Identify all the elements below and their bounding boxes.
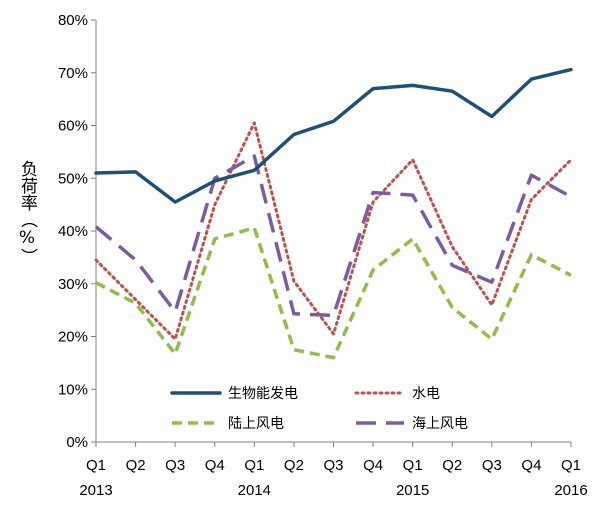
x-tick-label: Q3 [482,457,502,474]
y-tick-label: 70% [58,65,88,82]
x-tick-label: Q2 [284,457,304,474]
series-line-1 [94,67,573,204]
legend-label-4: 海上风电 [412,416,468,432]
y-tick-label: 60% [58,118,88,135]
y-tick-label: 80% [58,12,88,29]
x-tick-label: Q4 [521,457,541,474]
x-tick-label: Q4 [363,457,383,474]
x-tick-label: Q3 [165,457,185,474]
series-line-4 [94,154,572,318]
y-tick-label: 50% [58,170,88,187]
axes: 0% 10% 20% 30% 40% 50% 60% 70% 80% Q1 Q2 Q3 Q4 Q1 Q2 Q3… [58,12,588,499]
x-tick-label: Q3 [323,457,343,474]
x-year-label: 2014 [238,482,271,499]
y-tick-label: 10% [58,381,88,398]
x-year-label: 2015 [396,482,429,499]
y-tick-label: 30% [58,276,88,293]
legend-label-3: 陆上风电 [228,416,284,432]
legend-label-2: 水电 [412,386,440,402]
y-tick-label: 20% [58,329,88,346]
x-tick-label: Q1 [403,457,423,474]
x-tick-label: Q4 [205,457,225,474]
y-axis-label: 负荷率（%） [17,160,37,265]
x-tick-label: Q1 [86,457,106,474]
x-tick-label: Q1 [561,457,581,474]
x-tick-label: Q2 [126,457,146,474]
x-tick-label: Q2 [442,457,462,474]
series-layer [94,67,573,360]
series-line-2 [94,121,573,341]
x-year-label: 2013 [79,482,112,499]
legend-label-1: 生物能发电 [228,386,298,402]
y-tick-label: 40% [58,223,88,240]
x-tick-label: Q1 [244,457,264,474]
series-line-3 [95,226,572,360]
y-tick-label: 0% [66,434,88,451]
x-year-label: 2016 [554,482,587,499]
